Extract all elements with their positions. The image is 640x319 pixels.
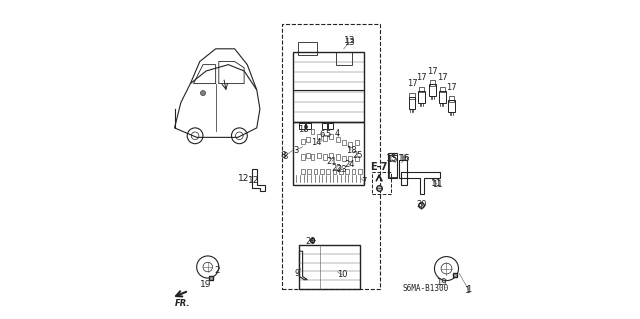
Bar bbox=[408, 97, 415, 109]
Bar bbox=[310, 154, 314, 160]
Text: 11: 11 bbox=[432, 180, 442, 189]
Bar bbox=[320, 169, 324, 174]
Text: 1: 1 bbox=[465, 286, 471, 295]
Text: 8: 8 bbox=[282, 152, 287, 161]
Bar bbox=[300, 122, 305, 130]
Bar bbox=[310, 129, 314, 134]
Bar bbox=[314, 169, 317, 174]
Bar bbox=[323, 154, 327, 160]
Bar bbox=[317, 153, 321, 158]
Bar bbox=[449, 96, 454, 102]
Bar bbox=[330, 153, 333, 158]
Bar bbox=[351, 169, 355, 174]
Bar bbox=[440, 87, 445, 93]
Text: 15: 15 bbox=[387, 155, 397, 164]
Text: 4: 4 bbox=[335, 129, 340, 138]
Bar bbox=[418, 91, 425, 103]
Text: FR.: FR. bbox=[175, 299, 190, 308]
Text: 20: 20 bbox=[416, 200, 426, 209]
Bar bbox=[336, 52, 351, 65]
Bar bbox=[323, 136, 327, 141]
Text: 21: 21 bbox=[327, 157, 337, 166]
Text: 19: 19 bbox=[436, 278, 447, 287]
Bar bbox=[430, 80, 435, 86]
Bar bbox=[301, 139, 305, 144]
Text: 17: 17 bbox=[446, 83, 457, 92]
Bar bbox=[301, 169, 305, 174]
Bar bbox=[342, 156, 346, 161]
Text: 17: 17 bbox=[406, 79, 417, 88]
Bar bbox=[282, 24, 380, 289]
Text: 12: 12 bbox=[248, 175, 259, 185]
Bar bbox=[333, 169, 337, 174]
Text: 17: 17 bbox=[428, 67, 438, 76]
Bar bbox=[307, 169, 311, 174]
Bar bbox=[317, 134, 321, 139]
Text: 22: 22 bbox=[331, 165, 342, 174]
Text: 16: 16 bbox=[399, 154, 410, 163]
Bar bbox=[326, 169, 330, 174]
Text: 2: 2 bbox=[214, 266, 220, 275]
Text: 15: 15 bbox=[386, 154, 397, 163]
Bar bbox=[358, 169, 362, 174]
Circle shape bbox=[200, 91, 205, 96]
Bar bbox=[293, 122, 364, 185]
Text: 20: 20 bbox=[305, 237, 316, 246]
Bar bbox=[330, 134, 333, 139]
Text: 9: 9 bbox=[294, 269, 300, 278]
Bar bbox=[348, 142, 352, 147]
Bar bbox=[328, 122, 333, 130]
Text: S6MA-B1300: S6MA-B1300 bbox=[403, 284, 449, 293]
Text: 23: 23 bbox=[336, 165, 347, 174]
Text: 12: 12 bbox=[239, 174, 250, 183]
Bar bbox=[301, 154, 305, 160]
Text: 18: 18 bbox=[298, 125, 308, 134]
Bar bbox=[342, 140, 346, 145]
Bar bbox=[438, 91, 445, 103]
Bar bbox=[336, 154, 340, 160]
Bar bbox=[339, 169, 343, 174]
Text: E-7: E-7 bbox=[371, 162, 388, 172]
Bar bbox=[389, 155, 397, 177]
Text: 13: 13 bbox=[344, 36, 355, 45]
Bar bbox=[355, 156, 358, 161]
Text: 1: 1 bbox=[466, 285, 471, 294]
Text: 10: 10 bbox=[337, 271, 348, 279]
Bar bbox=[348, 156, 352, 161]
Bar bbox=[346, 169, 349, 174]
Text: 3: 3 bbox=[294, 145, 299, 154]
Bar bbox=[300, 245, 360, 289]
Bar bbox=[448, 100, 455, 112]
Text: 13: 13 bbox=[344, 38, 355, 47]
Text: 14: 14 bbox=[312, 137, 322, 147]
Text: 24: 24 bbox=[344, 160, 355, 169]
Bar bbox=[429, 84, 436, 96]
Bar bbox=[336, 137, 340, 142]
Text: 18: 18 bbox=[346, 145, 356, 154]
Text: 7: 7 bbox=[361, 176, 366, 186]
Text: 5: 5 bbox=[326, 130, 331, 139]
Text: 17: 17 bbox=[416, 73, 427, 82]
Bar bbox=[321, 122, 326, 130]
Text: 8: 8 bbox=[281, 151, 287, 160]
Text: 17: 17 bbox=[436, 73, 447, 82]
Text: 25: 25 bbox=[352, 151, 363, 160]
Text: 19: 19 bbox=[200, 280, 211, 289]
Bar bbox=[410, 93, 415, 99]
Text: 6: 6 bbox=[320, 130, 325, 139]
Bar bbox=[298, 42, 317, 55]
Bar bbox=[372, 172, 391, 194]
Bar bbox=[306, 137, 310, 142]
Text: 11: 11 bbox=[431, 179, 443, 188]
Text: 16: 16 bbox=[397, 154, 409, 163]
Bar bbox=[306, 122, 311, 130]
Bar bbox=[419, 87, 424, 93]
Bar bbox=[306, 153, 310, 158]
Bar bbox=[293, 52, 364, 122]
Bar bbox=[355, 140, 358, 145]
